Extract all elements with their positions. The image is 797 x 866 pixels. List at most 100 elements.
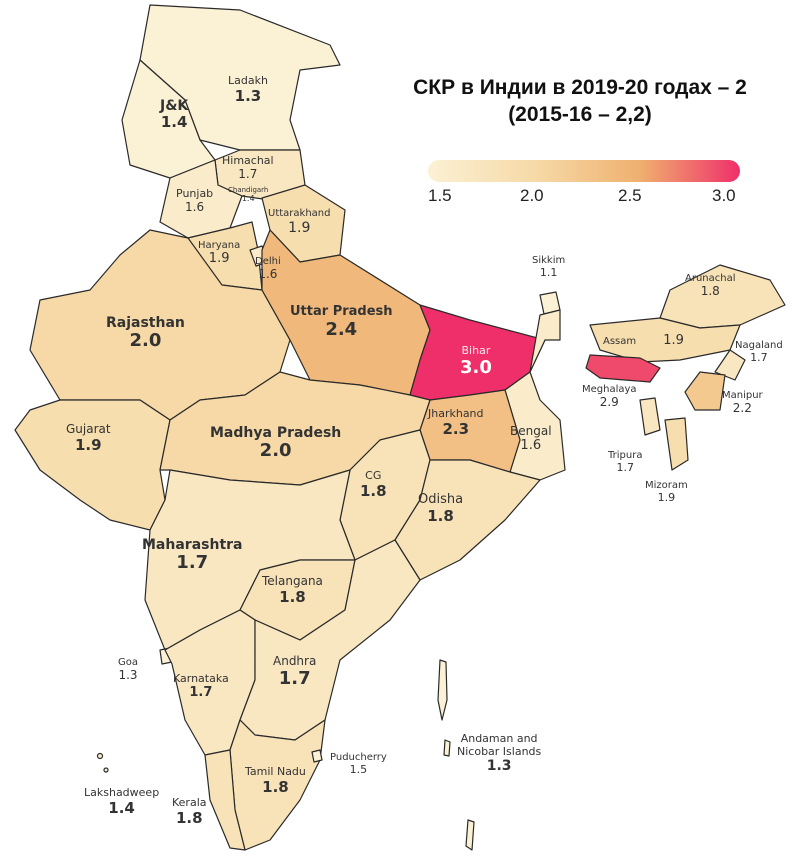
haryana-value: 1.9	[208, 250, 230, 266]
label-uttarakhand: Uttarakhand 1.9	[268, 208, 330, 236]
tripura-value: 1.7	[616, 460, 634, 474]
uttarakhand-name: Uttarakhand	[268, 208, 331, 219]
andhra-value: 1.7	[278, 667, 311, 689]
andaman-value: 1.3	[486, 758, 512, 775]
label-tamilnadu: Tamil Nadu 1.8	[245, 765, 306, 796]
andaman-name-2: Nicobar Islands	[457, 744, 542, 758]
legend-tick-2: 2.0	[520, 186, 544, 205]
himachal-name: Himachal	[222, 154, 274, 167]
bihar-value: 3.0	[460, 356, 492, 378]
label-tripura: Tripura 1.7	[608, 450, 642, 474]
label-chandigarh: Chandigarh 1.4	[228, 186, 268, 203]
ladakh-name: Ladakh	[228, 74, 268, 87]
cg-value: 1.8	[360, 481, 387, 500]
legend-tick-3: 2.5	[618, 186, 642, 205]
punjab-name: Punjab	[176, 187, 214, 200]
manipur-value: 2.2	[732, 400, 752, 415]
label-odisha: Odisha 1.8	[418, 492, 464, 525]
telangana-name: Telangana	[262, 574, 323, 588]
puducherry-name: Puducherry	[330, 752, 387, 763]
label-maharashtra: Maharashtra 1.7	[142, 537, 243, 574]
tripura-name: Tripura	[608, 450, 643, 461]
chandigarh-name: Chandigarh	[228, 186, 269, 194]
region-gujarat	[14, 399, 171, 531]
mp-value: 2.0	[259, 440, 292, 462]
telangana-value: 1.8	[279, 587, 306, 606]
nagaland-value: 1.7	[750, 350, 768, 364]
label-arunachal: Arunachal 1.8	[685, 273, 736, 298]
label-sikkim: Sikkim 1.1	[532, 255, 565, 279]
jk-name: J&K	[160, 98, 189, 114]
tamilnadu-value: 1.8	[262, 777, 289, 796]
gujarat-value: 1.9	[75, 435, 102, 454]
region-meghalaya	[585, 354, 661, 383]
nagaland-name: Nagaland	[735, 340, 783, 351]
maharashtra-name: Maharashtra	[142, 537, 243, 553]
legend-tick-4: 3.0	[712, 186, 736, 205]
label-lakshadweep: Lakshadweep 1.4	[84, 786, 160, 817]
lakshadweep-value: 1.4	[108, 798, 135, 817]
karnataka-name: Karnataka	[173, 672, 229, 685]
title-line-1: СКР в Индии в 2019-20 годах – 2	[413, 76, 747, 99]
label-nagaland: Nagaland 1.7	[735, 340, 783, 364]
up-value: 2.4	[325, 318, 358, 340]
region-kerala	[204, 749, 246, 851]
andhra-name: Andhra	[273, 654, 317, 668]
jharkhand-name: Jharkhand	[428, 407, 484, 420]
kerala-name: Kerala	[172, 796, 207, 809]
ladakh-value: 1.3	[234, 86, 262, 105]
karnataka-value: 1.7	[189, 684, 213, 700]
region-odisha	[394, 459, 541, 581]
label-mp: Madhya Pradesh 2.0	[210, 425, 341, 462]
tamilnadu-name: Tamil Nadu	[245, 765, 306, 778]
region-mizoram	[664, 417, 689, 471]
label-telangana: Telangana 1.8	[262, 574, 323, 606]
haryana-name: Haryana	[198, 240, 241, 251]
cg-name: CG	[365, 469, 382, 482]
region-manipur	[684, 371, 726, 411]
label-rajasthan: Rajasthan 2.0	[106, 315, 185, 352]
goa-value: 1.3	[118, 667, 138, 682]
region-punjab	[159, 159, 243, 239]
odisha-name: Odisha	[418, 492, 464, 507]
label-haryana: Haryana 1.9	[198, 240, 240, 266]
gujarat-name: Gujarat	[66, 422, 111, 436]
uttarakhand-value: 1.9	[288, 219, 311, 236]
arunachal-value: 1.8	[700, 283, 720, 298]
region-nagaland	[714, 349, 746, 381]
label-bihar: Bihar 3.0	[460, 344, 492, 378]
label-jharkhand: Jharkhand 2.3	[428, 407, 484, 438]
bengal-value: 1.6	[520, 437, 542, 453]
delhi-value: 1.6	[258, 266, 278, 281]
region-lakshadweep-b	[103, 767, 109, 773]
region-andaman-south	[443, 739, 451, 757]
assam-value: 1.9	[663, 333, 684, 348]
region-puducherry	[311, 749, 323, 763]
title-line-2: (2015-16 – 2,2)	[508, 103, 652, 127]
region-lakshadweep	[96, 752, 104, 760]
label-gujarat: Gujarat 1.9	[66, 422, 111, 454]
sikkim-value: 1.1	[539, 265, 558, 279]
legend-color-bar	[428, 160, 740, 182]
himachal-value: 1.7	[238, 166, 258, 181]
region-andaman	[437, 659, 448, 721]
maharashtra-value: 1.7	[176, 552, 209, 574]
label-himachal: Himachal 1.7	[222, 154, 274, 181]
mizoram-name: Mizoram	[645, 480, 688, 491]
label-kerala: Kerala 1.8	[172, 796, 207, 827]
delhi-name: Delhi	[255, 256, 281, 267]
rajasthan-name: Rajasthan	[106, 315, 185, 331]
label-up: Uttar Pradesh 2.4	[290, 304, 393, 341]
rajasthan-value: 2.0	[129, 330, 162, 352]
label-cg: CG 1.8	[360, 469, 387, 500]
mp-name: Madhya Pradesh	[210, 425, 342, 441]
odisha-value: 1.8	[427, 506, 454, 525]
label-karnataka: Karnataka 1.7	[173, 672, 229, 701]
label-puducherry: Puducherry 1.5	[330, 752, 387, 776]
label-assam: Assam 1.9	[603, 330, 684, 349]
label-manipur: Manipur 2.2	[722, 390, 763, 415]
region-tripura	[639, 397, 661, 436]
lakshadweep-name: Lakshadweep	[84, 786, 160, 799]
assam-name: Assam	[603, 336, 637, 347]
